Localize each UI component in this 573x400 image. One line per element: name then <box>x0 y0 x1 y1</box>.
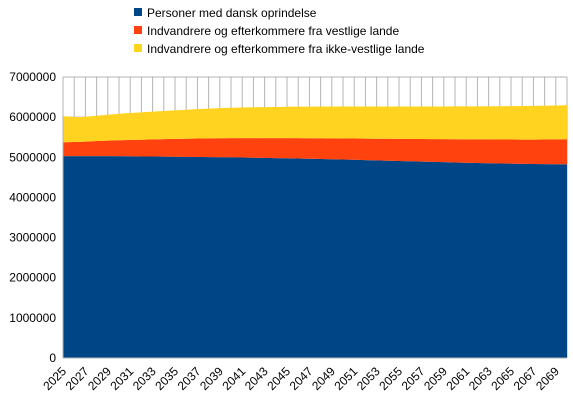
x-tick-label: 2067 <box>511 364 540 393</box>
x-tick-label: 2035 <box>152 364 181 393</box>
x-tick-label: 2049 <box>309 364 338 393</box>
legend-swatch-2 <box>134 26 142 34</box>
legend: Personer med dansk oprindelse Indvandrere… <box>134 6 425 56</box>
x-tick-label: 2057 <box>399 364 428 393</box>
x-tick-label: 2065 <box>488 364 517 393</box>
x-tick-label: 2061 <box>444 364 473 393</box>
x-tick-label: 2045 <box>264 364 293 393</box>
y-tick-label: 7000000 <box>9 70 56 84</box>
area-series-2 <box>63 138 567 165</box>
x-tick-label: 2047 <box>287 364 316 393</box>
x-tick-label: 2041 <box>220 364 249 393</box>
area-series-group <box>63 105 567 358</box>
legend-swatch-3 <box>134 44 142 52</box>
x-tick-label: 2051 <box>332 364 361 393</box>
y-tick-label: 2000000 <box>9 271 56 285</box>
legend-label-2: Indvandrere og efterkommere fra vestlige… <box>147 24 399 38</box>
legend-swatch-1 <box>134 8 142 16</box>
x-tick-label: 2029 <box>85 364 114 393</box>
y-tick-label: 0 <box>49 351 56 365</box>
x-tick-label: 2037 <box>175 364 204 393</box>
y-tick-label: 3000000 <box>9 231 56 245</box>
legend-label-3: Indvandrere og efterkommere fra ikke-ves… <box>147 42 425 56</box>
x-tick-label: 2059 <box>421 364 450 393</box>
x-tick-label: 2055 <box>376 364 405 393</box>
x-tick-label: 2027 <box>63 364 92 393</box>
y-tick-label: 1000000 <box>9 311 56 325</box>
x-tick-label: 2053 <box>354 364 383 393</box>
y-tick-label: 4000000 <box>9 190 56 204</box>
x-tick-label: 2063 <box>466 364 495 393</box>
x-tick-label: 2043 <box>242 364 271 393</box>
area-series-3 <box>63 105 567 143</box>
y-tick-label: 6000000 <box>9 110 56 124</box>
x-tick-label: 2039 <box>197 364 226 393</box>
legend-label-1: Personer med dansk oprindelse <box>147 6 317 20</box>
area-series-1 <box>63 156 567 358</box>
x-tick-label: 2025 <box>40 364 69 393</box>
y-tick-label: 5000000 <box>9 150 56 164</box>
x-tick-label: 2031 <box>108 364 137 393</box>
x-tick-label: 2069 <box>533 364 562 393</box>
x-tick-label: 2033 <box>130 364 159 393</box>
